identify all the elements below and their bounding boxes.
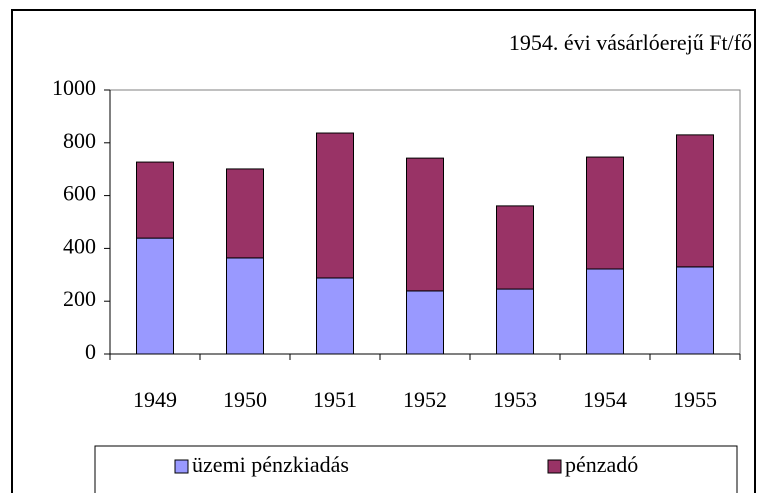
x-tick-label: 1953 xyxy=(493,387,537,412)
bar-segment xyxy=(316,132,354,279)
y-tick-label: 0 xyxy=(85,339,96,364)
y-tick-label: 800 xyxy=(63,128,96,153)
x-tick-label: 1950 xyxy=(223,387,267,412)
bar-segment xyxy=(136,237,174,355)
bar-segment xyxy=(406,157,444,292)
y-tick-label: 200 xyxy=(63,286,96,311)
bar-segment xyxy=(676,134,714,268)
x-tick-label: 1952 xyxy=(403,387,447,412)
legend-swatch xyxy=(174,459,189,474)
bar-segment xyxy=(136,161,174,239)
x-tick-label: 1955 xyxy=(673,387,717,412)
legend-swatch xyxy=(547,459,562,474)
legend-box xyxy=(94,445,738,498)
x-tick-label: 1951 xyxy=(313,387,357,412)
chart-frame xyxy=(11,9,756,498)
legend-label: pénzadó xyxy=(565,452,638,477)
bar-segment xyxy=(226,168,264,259)
bar-segment xyxy=(496,205,534,290)
x-tick-label: 1949 xyxy=(133,387,177,412)
y-tick-label: 400 xyxy=(63,233,96,258)
annotation: 1954. évi vásárlóerejű Ft/fő xyxy=(509,30,752,55)
bar-segment xyxy=(586,156,624,270)
bar-segment xyxy=(316,277,354,355)
y-tick-label: 1000 xyxy=(52,75,96,100)
legend-label: üzemi pénzkiadás xyxy=(192,452,349,477)
bar-segment xyxy=(676,266,714,355)
bar-segment xyxy=(226,257,264,355)
bar-segment xyxy=(406,290,444,355)
x-tick-label: 1954 xyxy=(583,387,627,412)
y-tick-label: 600 xyxy=(63,181,96,206)
bar-segment xyxy=(586,268,624,355)
bar-segment xyxy=(496,288,534,355)
